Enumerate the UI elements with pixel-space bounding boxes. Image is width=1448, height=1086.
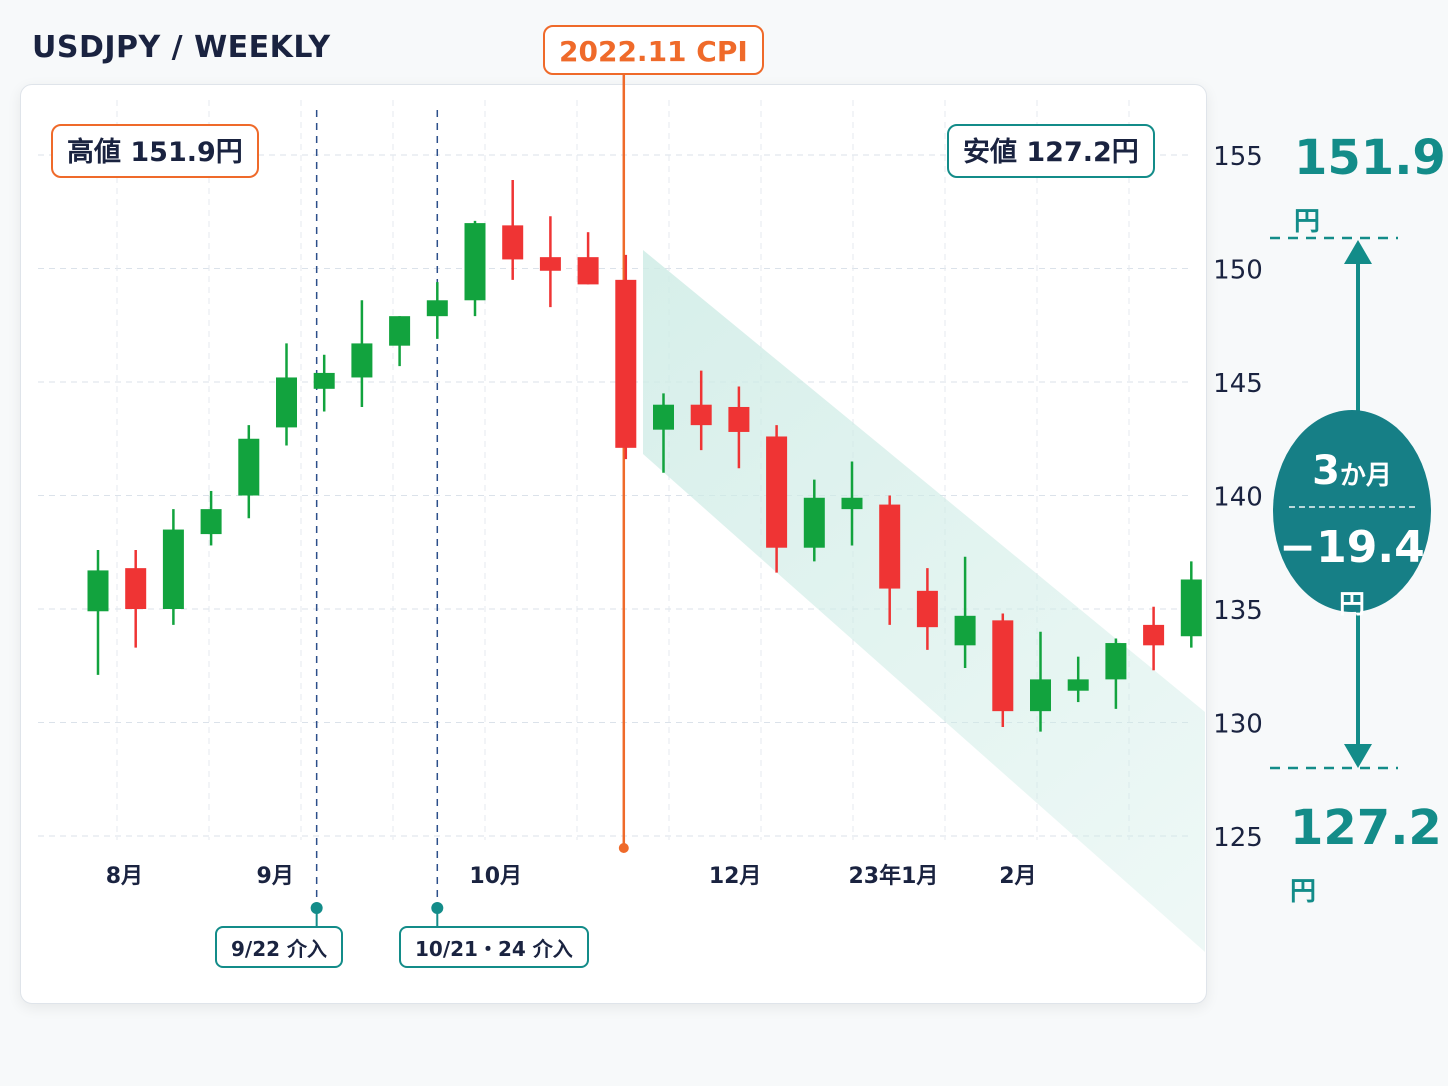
arrow-down-icon	[1344, 744, 1372, 768]
chart-panel	[20, 84, 1207, 1004]
candle	[464, 220, 486, 317]
intervention-label-1: 9/22 介入	[215, 926, 344, 968]
candle-body	[1143, 624, 1165, 646]
candle	[992, 613, 1014, 728]
candle	[690, 370, 712, 451]
candle	[916, 568, 938, 650]
candle-body	[954, 615, 976, 646]
x-tick-label: 2月	[999, 864, 1036, 889]
change-summary-badge: 3か月 −19.4円	[1273, 410, 1431, 620]
y-tick-label: 150	[1213, 256, 1263, 286]
candle	[1143, 606, 1165, 671]
badge-divider	[1289, 506, 1415, 508]
candle	[653, 393, 674, 473]
side-low-value: 127.2円	[1290, 800, 1442, 907]
candle	[276, 343, 297, 446]
x-tick-label: 23年1月	[849, 863, 939, 889]
candle-body	[200, 509, 222, 535]
chart-title: USDJPY / WEEKLY	[32, 30, 331, 65]
candle	[879, 495, 901, 625]
y-tick-label: 130	[1213, 710, 1263, 740]
candle	[162, 509, 184, 625]
candle	[766, 425, 788, 573]
candle-body	[1105, 643, 1127, 680]
candle	[313, 354, 335, 412]
arrow-up-icon	[1344, 240, 1372, 264]
intervention-marker	[310, 902, 323, 914]
candle	[389, 316, 411, 367]
cpi-event-label: 2022.11 CPI	[543, 25, 764, 75]
candle-body	[879, 504, 901, 589]
candle-body	[351, 343, 373, 378]
candle	[803, 479, 825, 562]
low-price-label: 安値 127.2円	[947, 124, 1155, 178]
x-tick-label: 10月	[469, 864, 522, 889]
y-tick-label: 135	[1213, 596, 1263, 626]
candle-body	[841, 497, 863, 510]
candle-body	[238, 438, 260, 496]
candle-body	[87, 570, 109, 612]
candle-body	[502, 225, 524, 260]
candle	[125, 549, 147, 648]
candle	[539, 216, 561, 308]
candle	[728, 386, 750, 469]
candle	[1067, 656, 1089, 703]
candle	[1105, 638, 1127, 709]
candle-body	[125, 568, 147, 609]
x-tick-label: 12月	[709, 864, 762, 889]
candle	[200, 490, 222, 546]
candle-body	[992, 620, 1014, 712]
candle	[1180, 561, 1202, 648]
candle-body	[690, 404, 712, 426]
x-tick-label: 8月	[106, 864, 143, 889]
y-tick-label: 125	[1213, 823, 1263, 853]
candle-body	[313, 372, 335, 389]
candle-body	[539, 257, 561, 271]
y-tick-label: 140	[1213, 483, 1263, 513]
intervention-label-2: 10/21・24 介入	[399, 926, 589, 968]
candle-body	[916, 590, 938, 628]
candle-body	[464, 223, 486, 301]
candle-body	[426, 300, 448, 317]
candle	[577, 232, 599, 285]
change-text: −19.4円	[1279, 522, 1425, 620]
candle	[87, 549, 109, 675]
candle-body	[577, 257, 599, 285]
candle	[502, 179, 524, 280]
candle	[1030, 631, 1051, 732]
candle-body	[803, 497, 825, 548]
candle-body	[653, 404, 674, 430]
intervention-marker	[431, 902, 444, 914]
candle-body	[615, 279, 637, 448]
candle-body	[1067, 679, 1089, 691]
y-tick-label: 145	[1213, 369, 1263, 399]
candle	[954, 556, 976, 669]
candle-body	[1030, 679, 1051, 712]
side-high-value: 151.9円	[1294, 130, 1446, 237]
cpi-event-marker	[618, 843, 629, 853]
candle	[615, 254, 637, 460]
high-price-label: 高値 151.9円	[51, 124, 259, 178]
x-tick-label: 9月	[257, 864, 294, 889]
duration-text: 3か月	[1312, 448, 1392, 494]
candle-body	[276, 377, 297, 428]
candle	[351, 300, 373, 407]
candle	[426, 282, 448, 339]
y-tick-label: 155	[1213, 142, 1263, 172]
candle	[238, 425, 260, 519]
candle-body	[1180, 579, 1202, 637]
candle-body	[389, 316, 411, 346]
candle-body	[162, 529, 184, 609]
candle	[841, 461, 863, 546]
candle-body	[728, 406, 750, 432]
candle-body	[766, 436, 788, 548]
